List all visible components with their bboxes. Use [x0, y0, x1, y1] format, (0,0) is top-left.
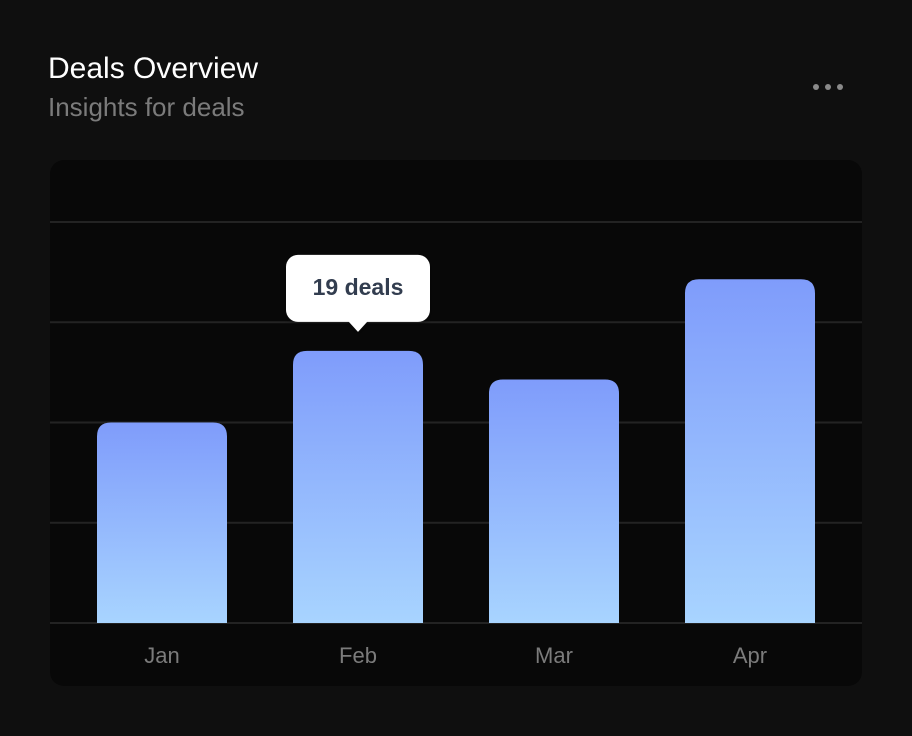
chart-title: Deals Overview — [48, 52, 258, 85]
tooltip-box — [286, 254, 430, 322]
menu-dot[interactable] — [825, 84, 831, 90]
tooltip-label: 19 deals — [313, 274, 404, 300]
tooltip: 19 deals — [286, 254, 430, 332]
menu-dot[interactable] — [837, 84, 843, 90]
plot: Jan Feb 19 deals Mar Apr — [50, 221, 862, 668]
bar — [489, 379, 619, 623]
tooltip-pointer — [348, 320, 368, 332]
bar — [293, 350, 423, 623]
bar — [97, 422, 227, 623]
menu-dot[interactable] — [813, 84, 819, 90]
x-tick-label: Apr — [733, 643, 767, 668]
chart-subtitle: Insights for deals — [48, 92, 245, 122]
more-menu[interactable] — [813, 84, 843, 90]
x-tick-label: Jan — [144, 643, 179, 668]
x-tick-label: Feb — [339, 643, 377, 668]
bar — [685, 279, 815, 623]
x-tick-label: Mar — [535, 643, 573, 668]
